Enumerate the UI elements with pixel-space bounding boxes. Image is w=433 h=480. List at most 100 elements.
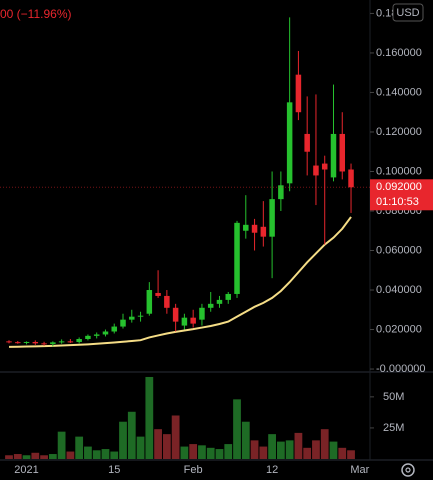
volume-tick-label: 25M bbox=[383, 422, 404, 434]
candle-body bbox=[216, 299, 223, 304]
volume-bar bbox=[347, 450, 355, 459]
y-tick-label: 0.120000 bbox=[376, 126, 422, 138]
candle-body bbox=[190, 317, 196, 324]
candle-body bbox=[129, 316, 135, 320]
gear-ring bbox=[401, 463, 415, 477]
x-tick-label: 12 bbox=[266, 464, 278, 476]
candle-body bbox=[93, 334, 100, 336]
volume-bar bbox=[92, 450, 101, 459]
candle-body bbox=[286, 102, 293, 184]
y-tick-label: 0.140000 bbox=[376, 86, 422, 98]
candle-body bbox=[6, 341, 12, 343]
volume-bar bbox=[40, 455, 48, 459]
volume-bar bbox=[101, 449, 110, 459]
volume-bar bbox=[215, 449, 224, 459]
candle-body bbox=[41, 343, 47, 345]
candle-body bbox=[85, 335, 91, 340]
candle-body bbox=[181, 317, 188, 326]
volume-bar bbox=[5, 455, 13, 459]
last-price-label: 0.092000 bbox=[376, 181, 422, 193]
volume-bar bbox=[57, 431, 66, 459]
candle-body bbox=[76, 339, 82, 342]
candle-body bbox=[58, 341, 65, 343]
candle-body bbox=[23, 341, 30, 343]
candle-body bbox=[199, 307, 205, 320]
candle-body bbox=[225, 293, 231, 300]
volume-bar bbox=[180, 446, 189, 459]
volume-bar bbox=[48, 454, 57, 459]
currency-button-bg bbox=[392, 3, 424, 22]
x-tick-label: 2021 bbox=[14, 464, 38, 476]
candle-body bbox=[348, 169, 354, 188]
y-tick-label: 0.040000 bbox=[376, 284, 422, 296]
volume-bar bbox=[312, 440, 320, 459]
x-tick-label: Feb bbox=[184, 464, 203, 476]
volume-bar bbox=[154, 429, 162, 459]
y-tick-label: 0.100000 bbox=[376, 165, 422, 177]
volume-bar bbox=[250, 440, 259, 459]
candle-body bbox=[295, 74, 302, 113]
volume-bar bbox=[22, 455, 31, 459]
volume-bar bbox=[84, 446, 92, 459]
candle-body bbox=[243, 224, 249, 231]
volume-bar bbox=[171, 415, 180, 459]
countdown: 01:10:53 bbox=[376, 196, 419, 208]
volume-bar bbox=[162, 434, 171, 459]
volume-bar bbox=[127, 411, 136, 459]
volume-tick-label: 50M bbox=[383, 391, 404, 403]
volume-bar bbox=[136, 436, 145, 459]
candle-body bbox=[15, 342, 21, 344]
candle-body bbox=[111, 326, 117, 332]
candle-body bbox=[278, 185, 284, 200]
candle-body bbox=[234, 222, 240, 294]
candle-body bbox=[146, 290, 153, 314]
candle-body bbox=[32, 341, 39, 344]
candle-body bbox=[155, 292, 161, 296]
candle-body bbox=[251, 224, 258, 233]
candle-body bbox=[313, 165, 319, 176]
header-change: 00 (−11.96%) bbox=[0, 7, 72, 21]
volume-bar bbox=[110, 451, 119, 459]
volume-bar bbox=[198, 445, 206, 459]
x-tick-label: 15 bbox=[108, 464, 120, 476]
candle-body bbox=[50, 342, 56, 344]
candle-body bbox=[172, 307, 179, 322]
last-price-tag bbox=[370, 179, 433, 211]
volume-bar bbox=[75, 436, 84, 459]
candle-body bbox=[137, 315, 144, 317]
volume-bar bbox=[145, 376, 154, 459]
y-tick-label: 0.060000 bbox=[376, 244, 422, 256]
volume-bar bbox=[259, 446, 268, 459]
volume-bar bbox=[13, 454, 22, 459]
volume-bar bbox=[285, 440, 294, 459]
volume-bar bbox=[329, 441, 338, 459]
volume-bar bbox=[338, 447, 347, 459]
y-tick-label: 0.020000 bbox=[376, 323, 422, 335]
candle-body bbox=[102, 331, 109, 335]
candle-body bbox=[207, 303, 214, 308]
volume-bar bbox=[119, 421, 127, 459]
settings-icon[interactable] bbox=[401, 463, 415, 477]
volume-bar bbox=[233, 399, 241, 459]
moving-average bbox=[8, 216, 352, 348]
candle-body bbox=[269, 199, 275, 237]
volume-bar bbox=[294, 432, 303, 459]
volume-bar bbox=[224, 444, 233, 459]
volume-bar bbox=[206, 447, 215, 459]
volume-bar bbox=[268, 434, 276, 459]
volume-bar bbox=[189, 444, 198, 459]
volume-bar bbox=[241, 421, 250, 459]
currency-button[interactable]: USD bbox=[396, 7, 419, 19]
candle-body bbox=[339, 133, 346, 172]
gear-hub bbox=[405, 467, 411, 473]
y-tick-label: -0.000000 bbox=[376, 363, 426, 375]
candle-body bbox=[330, 133, 337, 178]
candle-body bbox=[304, 133, 310, 152]
candle-body bbox=[260, 226, 267, 237]
candle-body bbox=[164, 295, 170, 308]
candle-body bbox=[321, 163, 328, 170]
x-tick-label: Mar bbox=[350, 464, 369, 476]
volume-bar bbox=[66, 451, 75, 459]
candle-body bbox=[120, 319, 126, 327]
